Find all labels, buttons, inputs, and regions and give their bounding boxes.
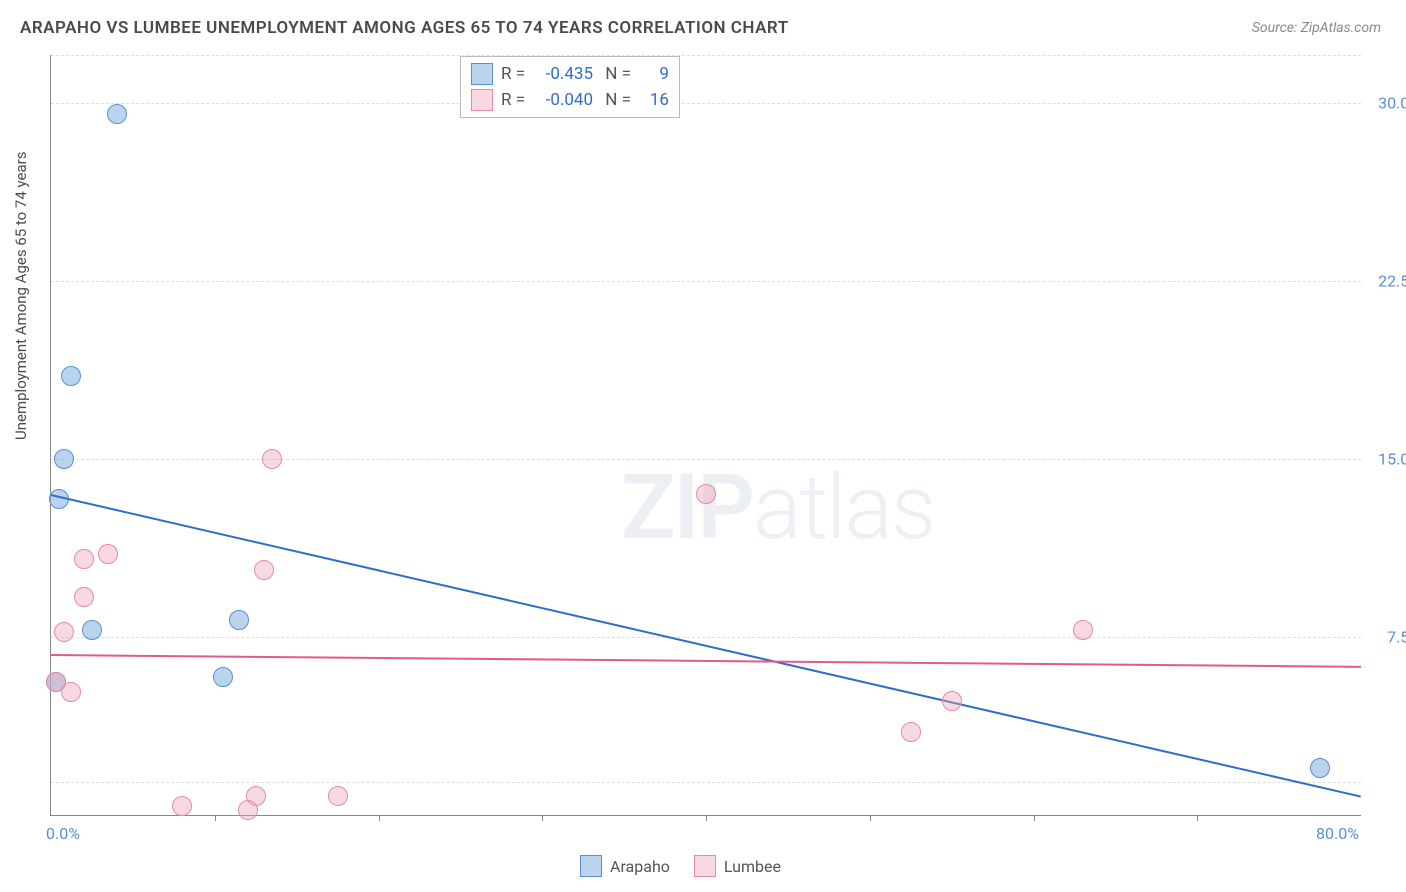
legend-item-lumbee: Lumbee	[694, 855, 781, 877]
x-tick-mark	[215, 815, 216, 821]
y-tick-label: 30.0%	[1378, 93, 1406, 112]
gridline	[51, 637, 1361, 638]
scatter-point	[1073, 620, 1093, 640]
scatter-point	[238, 800, 258, 820]
x-tick-mark	[706, 815, 707, 821]
scatter-point	[74, 587, 94, 607]
plot-area: ZIPatlas 7.5%15.0%22.5%30.0%0.0%80.0%	[50, 55, 1361, 816]
source-attribution: Source: ZipAtlas.com	[1252, 20, 1381, 36]
gridline	[51, 103, 1361, 104]
x-tick-mark	[870, 815, 871, 821]
scatter-point	[172, 796, 192, 816]
trend-line	[51, 494, 1361, 798]
swatch-pink	[694, 855, 716, 877]
watermark: ZIPatlas	[621, 455, 934, 560]
x-tick-label: 0.0%	[46, 824, 80, 843]
scatter-point	[54, 622, 74, 642]
scatter-point	[696, 484, 716, 504]
gridline	[51, 55, 1361, 56]
scatter-point	[74, 549, 94, 569]
scatter-point	[98, 544, 118, 564]
legend-stats-row-lumbee: R = -0.040 N = 16	[471, 87, 669, 113]
x-tick-mark	[542, 815, 543, 821]
scatter-point	[1310, 758, 1330, 778]
x-tick-mark	[1197, 815, 1198, 821]
scatter-point	[328, 786, 348, 806]
gridline	[51, 459, 1361, 460]
chart-container: ARAPAHO VS LUMBEE UNEMPLOYMENT AMONG AGE…	[0, 0, 1406, 892]
legend-bottom: Arapaho Lumbee	[580, 855, 781, 877]
scatter-point	[107, 104, 127, 124]
y-tick-label: 7.5%	[1387, 627, 1406, 646]
scatter-point	[901, 722, 921, 742]
gridline	[51, 281, 1361, 282]
y-tick-label: 22.5%	[1378, 271, 1406, 290]
scatter-point	[54, 449, 74, 469]
legend-stats-row-arapaho: R = -0.435 N = 9	[471, 61, 669, 87]
scatter-point	[254, 560, 274, 580]
scatter-point	[82, 620, 102, 640]
y-tick-label: 15.0%	[1378, 449, 1406, 468]
swatch-blue	[471, 63, 493, 85]
trend-line	[51, 654, 1361, 668]
scatter-point	[262, 449, 282, 469]
x-tick-mark	[379, 815, 380, 821]
chart-title: ARAPAHO VS LUMBEE UNEMPLOYMENT AMONG AGE…	[20, 18, 789, 38]
scatter-point	[61, 682, 81, 702]
scatter-point	[61, 366, 81, 386]
scatter-point	[213, 667, 233, 687]
swatch-pink	[471, 89, 493, 111]
x-tick-mark	[1034, 815, 1035, 821]
swatch-blue	[580, 855, 602, 877]
x-tick-label: 80.0%	[1316, 824, 1359, 843]
y-axis-label: Unemployment Among Ages 65 to 74 years	[12, 152, 30, 440]
scatter-point	[942, 691, 962, 711]
scatter-point	[229, 610, 249, 630]
gridline	[51, 782, 1361, 783]
legend-stats-box: R = -0.435 N = 9 R = -0.040 N = 16	[460, 56, 680, 118]
legend-item-arapaho: Arapaho	[580, 855, 670, 877]
